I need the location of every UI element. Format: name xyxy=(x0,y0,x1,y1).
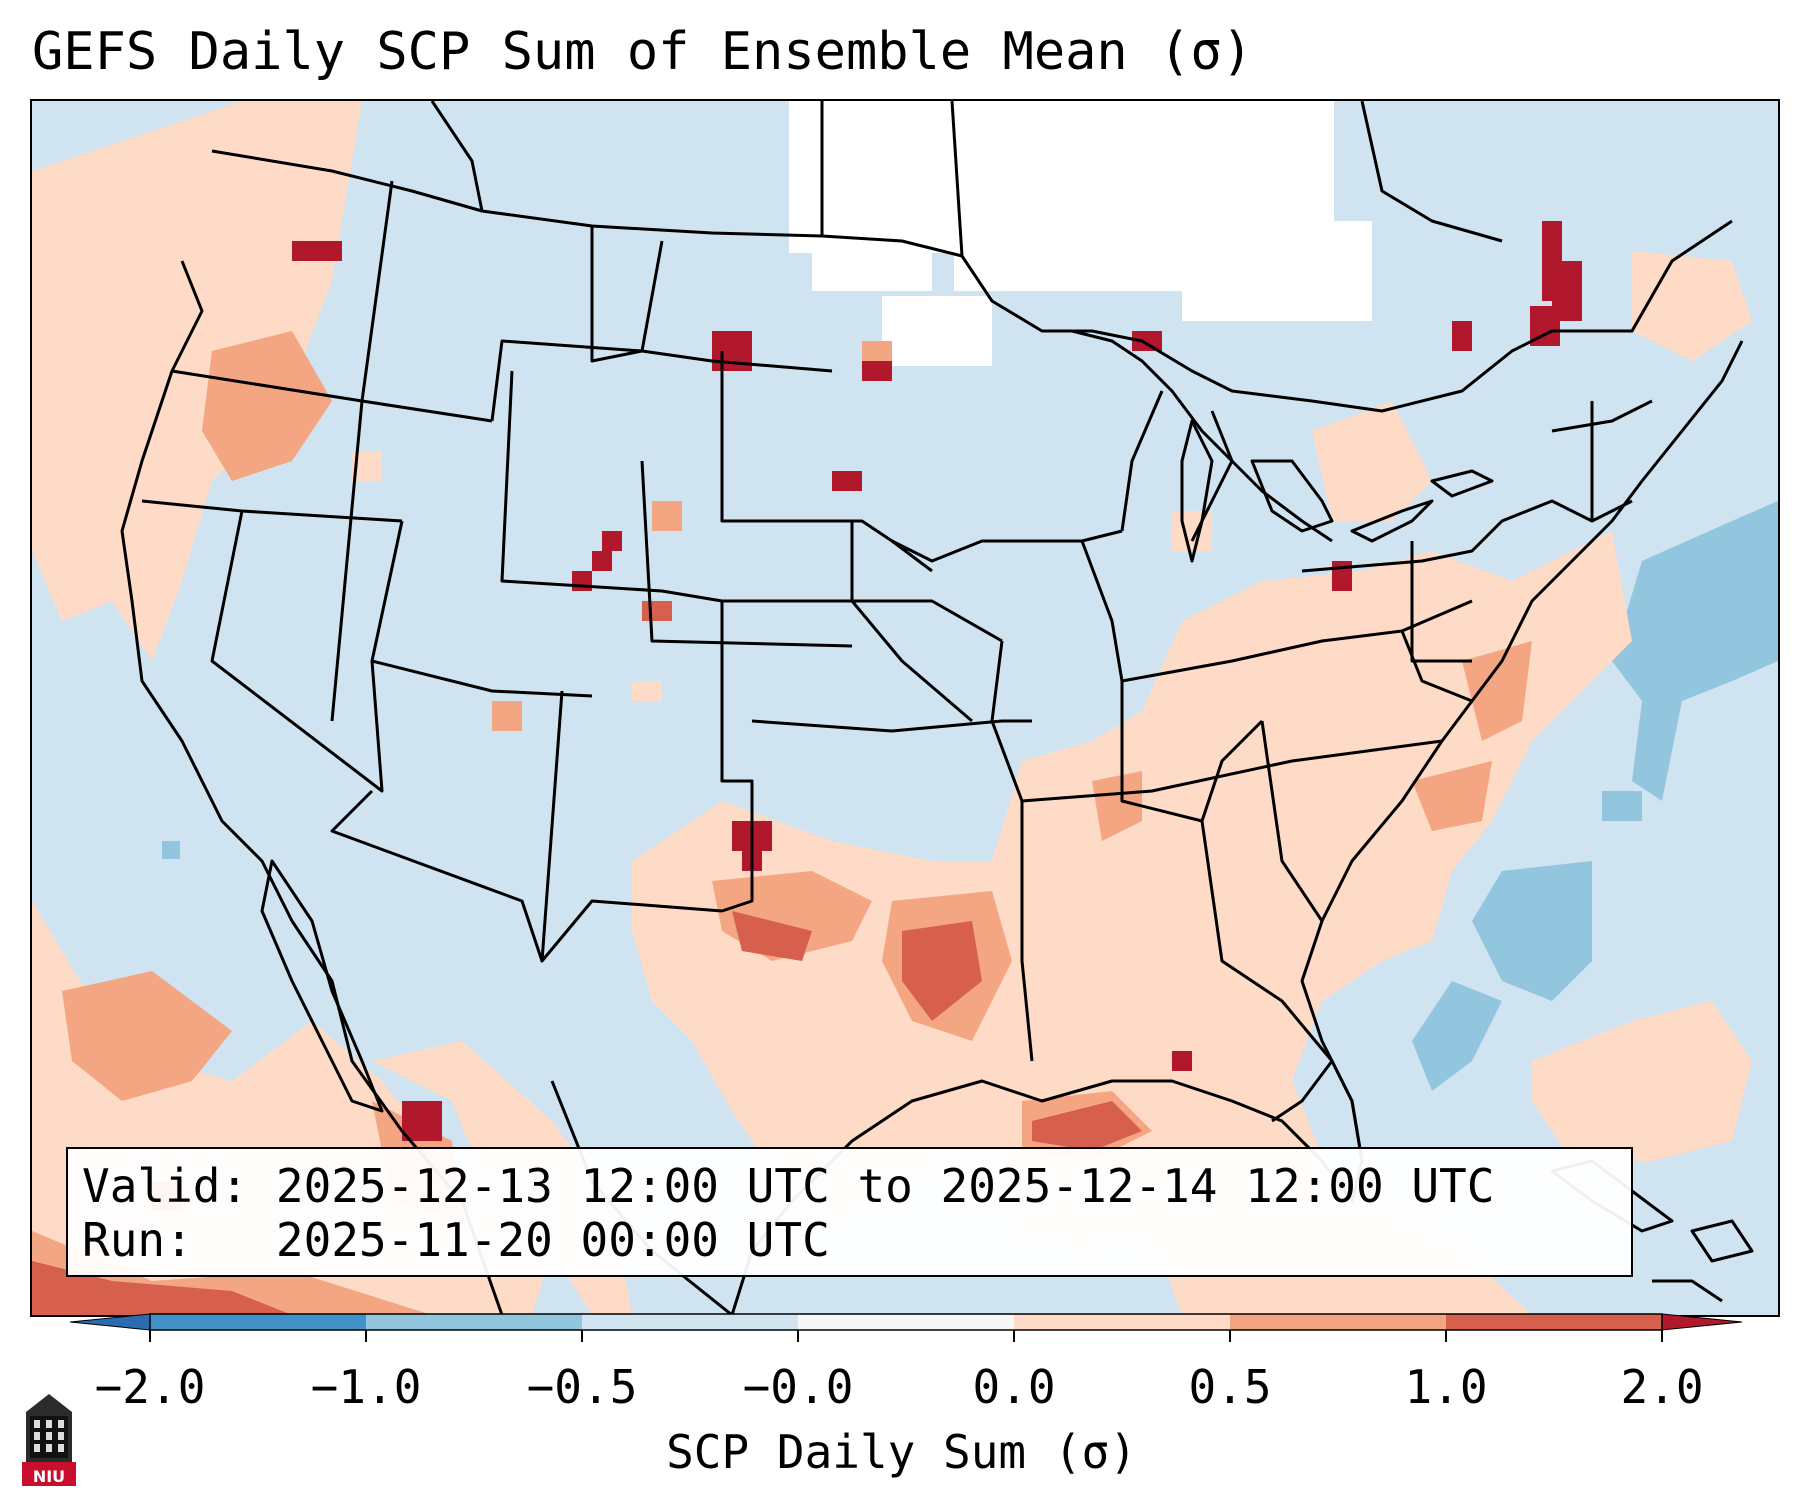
map-title: GEFS Daily SCP Sum of Ensemble Mean (σ) xyxy=(32,22,1253,82)
niu-building-icon xyxy=(22,1394,76,1486)
tick-label-0: 0.0 xyxy=(972,1360,1056,1414)
colorbar-bin-neg2-neg1 xyxy=(150,1314,366,1330)
colorbar-bin-neg1-neg05 xyxy=(366,1314,582,1330)
tick-label-neg2: −2.0 xyxy=(94,1360,206,1414)
run-label: Run: xyxy=(82,1213,193,1267)
near-zero-region xyxy=(789,101,1372,366)
valid-time-row: Valid: 2025-12-13 12:00 UTC to 2025-12-1… xyxy=(82,1159,1617,1213)
tick-label-neg1: −1.0 xyxy=(310,1360,422,1414)
colorbar-high-extend xyxy=(1661,1313,1743,1331)
colorbar-bin-neg05-neg0 xyxy=(582,1314,798,1330)
valid-label: Valid: xyxy=(82,1159,249,1213)
validity-info-box: Valid: 2025-12-13 12:00 UTC to 2025-12-1… xyxy=(66,1147,1633,1277)
strong-positive-regions xyxy=(32,601,1142,1315)
tick-label-05: 0.5 xyxy=(1188,1360,1272,1414)
valid-value: 2025-12-13 12:00 UTC to 2025-12-14 12:00… xyxy=(275,1159,1495,1213)
run-time-row: Run: 2025-11-20 00:00 UTC xyxy=(82,1213,1617,1267)
run-value: 2025-11-20 00:00 UTC xyxy=(275,1213,830,1267)
map-frame: Valid: 2025-12-13 12:00 UTC to 2025-12-1… xyxy=(30,99,1780,1317)
colorbar-low-extend xyxy=(70,1313,151,1331)
colorbar-bin-1-2 xyxy=(1446,1314,1662,1330)
colorbar xyxy=(70,1313,1743,1342)
colorbar-bin-05-1 xyxy=(1230,1314,1446,1330)
tick-label-neg05: −0.5 xyxy=(526,1360,638,1414)
boundary-lines xyxy=(120,101,1754,1315)
colorbar-ticks xyxy=(149,1330,1663,1342)
extreme-positive-cells xyxy=(292,221,1582,1141)
niu-logo: NIU xyxy=(20,1392,78,1488)
niu-logo-text: NIU xyxy=(32,1467,66,1486)
colorbar-bin-neg0-0 xyxy=(798,1314,1014,1330)
tick-label-1: 1.0 xyxy=(1404,1360,1488,1414)
colorbar-label: SCP Daily Sum (σ) xyxy=(666,1425,1137,1479)
colorbar-bin-0-05 xyxy=(1014,1314,1230,1330)
scp-map xyxy=(32,101,1778,1315)
tick-label-2: 2.0 xyxy=(1620,1360,1704,1414)
tick-label-neg0: −0.0 xyxy=(742,1360,854,1414)
